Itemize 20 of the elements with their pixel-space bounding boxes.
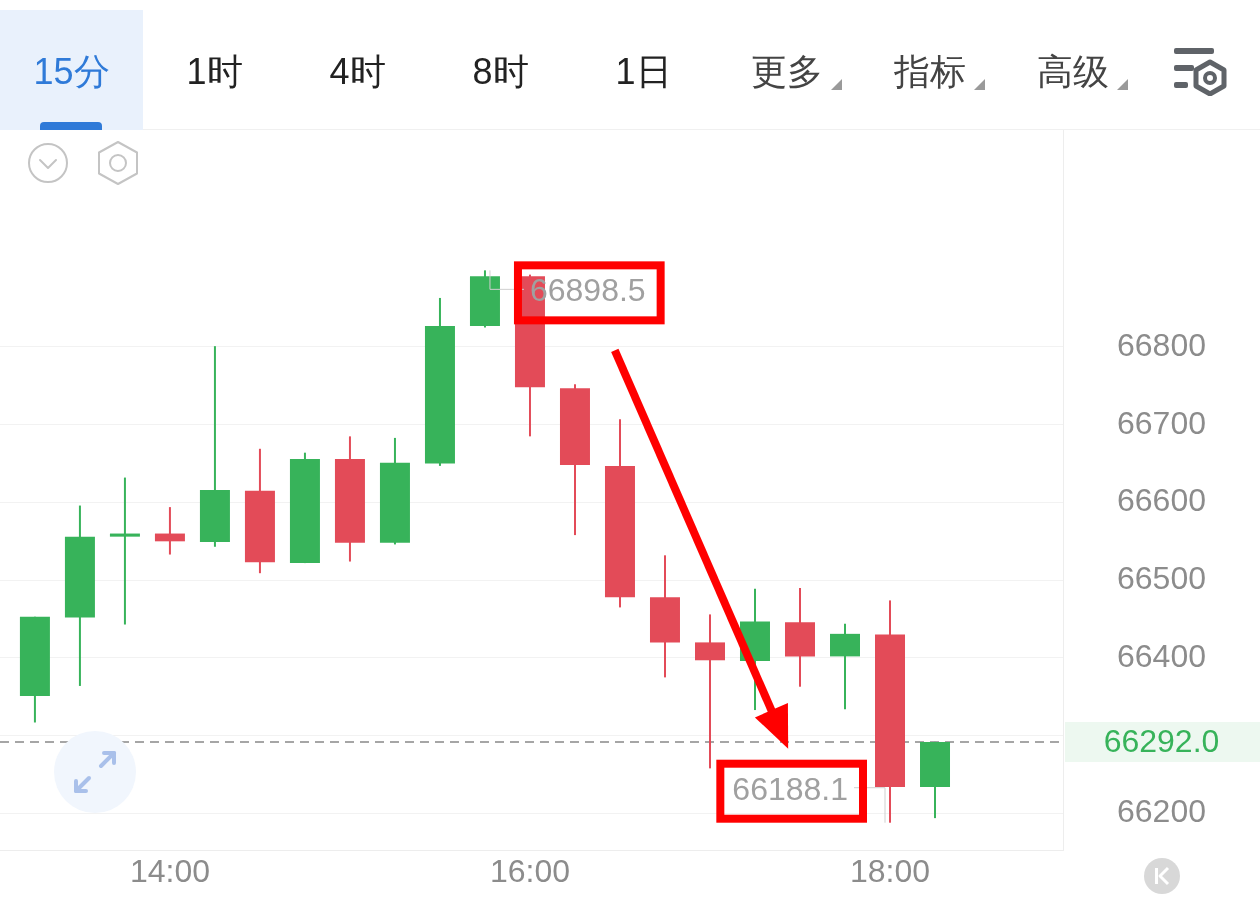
x-tick-label: 16:00: [489, 853, 571, 890]
candlestick: [109, 477, 140, 625]
x-tick-label: 18:00: [849, 853, 931, 890]
text: 8时: [472, 51, 529, 93]
text: 更多: [750, 51, 823, 93]
text: 1时: [186, 51, 243, 93]
y-tick-label: 66800: [1117, 326, 1206, 363]
text: 15分: [33, 51, 110, 93]
y-tick-label: 66400: [1117, 637, 1206, 674]
text: 高级: [1036, 51, 1109, 93]
ref-line-label: 66292.0: [1103, 722, 1220, 759]
y-tick-label: 66700: [1117, 404, 1206, 441]
annotation: 66188.1: [732, 770, 848, 807]
text: 指标: [893, 51, 966, 93]
text: 1日: [615, 51, 672, 93]
y-tick-label: 66600: [1117, 482, 1206, 519]
y-tick-label: 66500: [1117, 560, 1206, 597]
x-tick-label: 14:00: [129, 853, 210, 890]
text: 4时: [329, 51, 386, 93]
y-tick-label: 66200: [1117, 793, 1206, 830]
